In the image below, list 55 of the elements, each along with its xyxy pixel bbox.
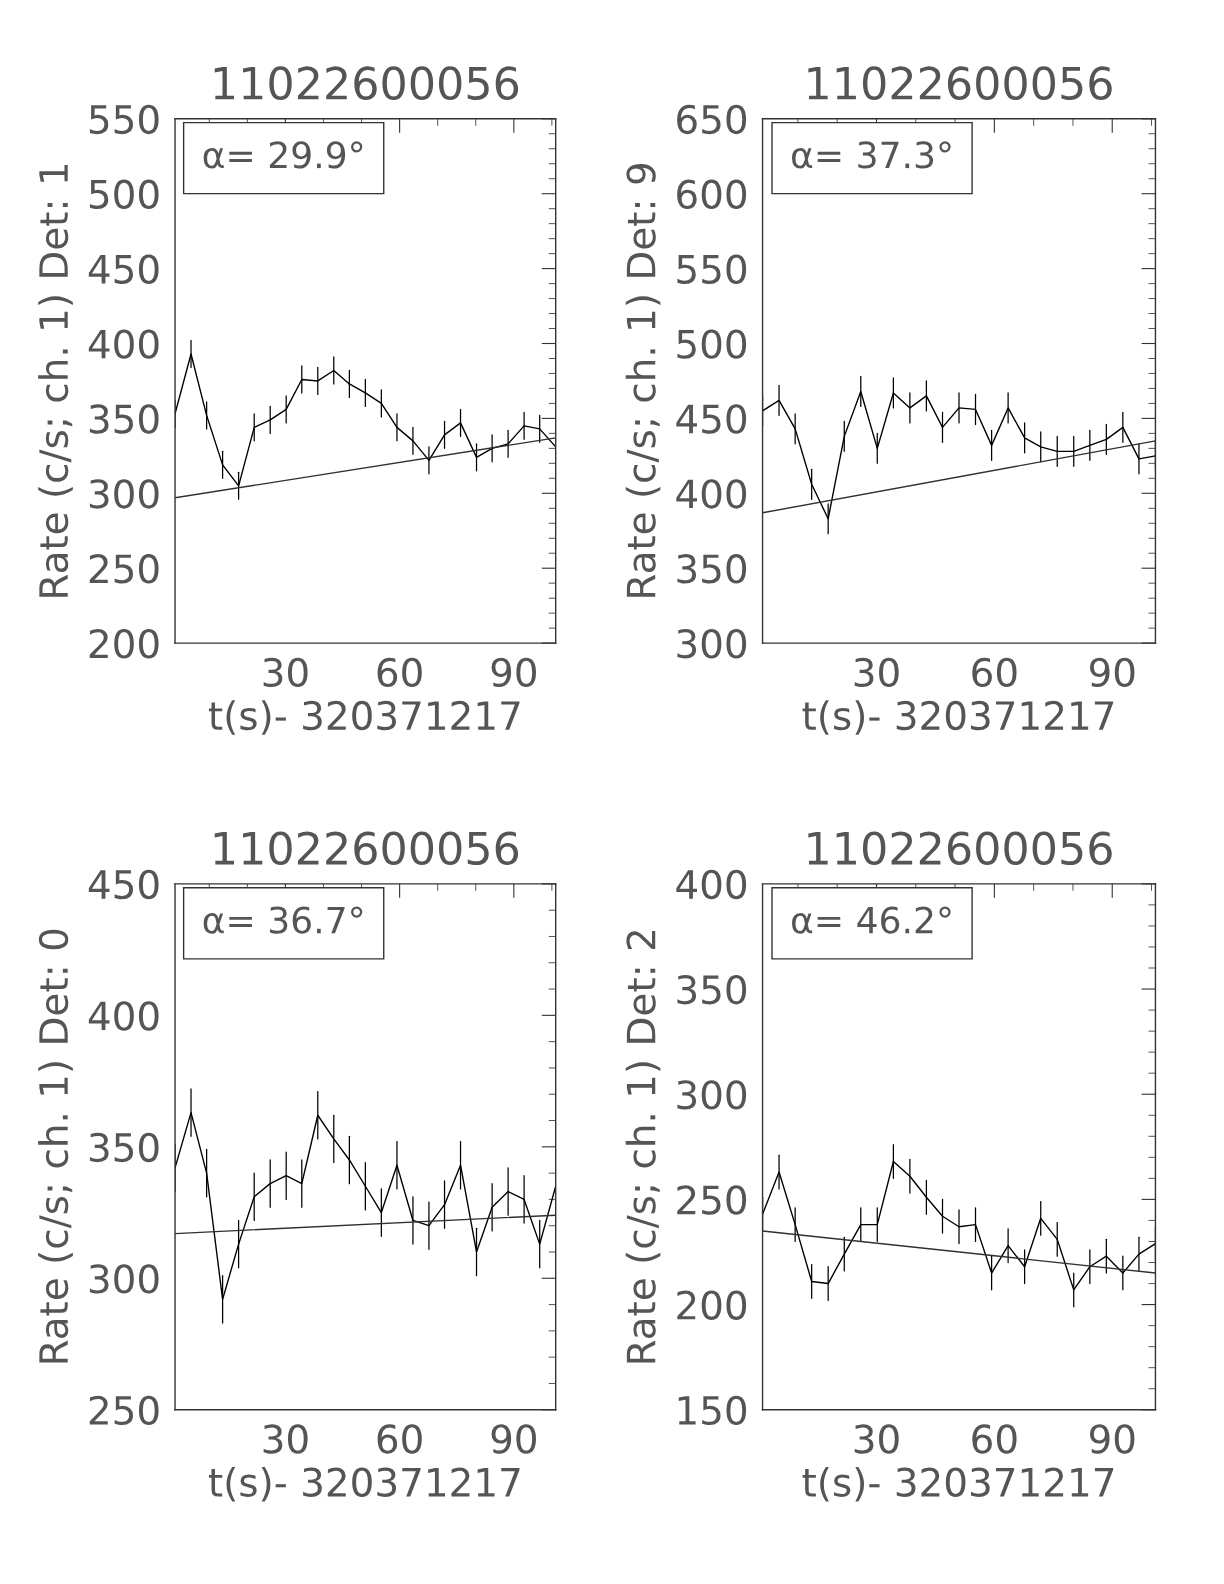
y-tick-label: 350 — [677, 974, 747, 1005]
y-tick-label: 300 — [677, 629, 747, 659]
x-tick-label: 30 — [854, 1424, 899, 1454]
y-tick-label: 250 — [89, 1395, 159, 1426]
y-tick-label: 400 — [88, 1001, 159, 1031]
y-axis-title: Rate (c/s; ch. 1) Det: 0 — [38, 929, 73, 1363]
y-tick-label: 300 — [89, 1264, 159, 1294]
y-tick-label: 450 — [676, 404, 747, 434]
x-tick-label: 60 — [377, 1424, 422, 1454]
y-axis-title: Rate (c/s; ch. 1) Det: 1 — [38, 164, 73, 597]
y-axis-title: Rate (c/s; ch. 1) Det: 2 — [625, 931, 661, 1363]
y-tick-label: 350 — [89, 1132, 159, 1163]
y-tick-label: 350 — [89, 404, 159, 434]
chart-title: 11022600056 — [808, 66, 1112, 100]
x-tick-label: 30 — [263, 657, 308, 688]
y-tick-label: 450 — [88, 254, 159, 284]
annotation: α= 36.7° — [203, 906, 363, 934]
y-tick-label: 550 — [677, 254, 747, 284]
annotation: α= 37.3° — [792, 141, 951, 169]
chart-title: 11022600056 — [214, 66, 519, 100]
y-tick-label: 400 — [88, 329, 159, 359]
y-tick-label: 400 — [676, 869, 747, 900]
y-tick-label: 500 — [677, 329, 747, 359]
x-tick-label: 30 — [854, 657, 899, 688]
y-tick-label: 150 — [678, 1395, 747, 1426]
x-axis-title: t(s)- 320371217 — [208, 700, 520, 735]
annotation: α= 46.2° — [792, 906, 951, 934]
x-tick-label: 90 — [1089, 1424, 1135, 1454]
y-tick-label: 650 — [677, 104, 747, 135]
x-tick-label: 60 — [972, 657, 1017, 688]
x-tick-label: 60 — [972, 1424, 1017, 1454]
y-tick-label: 350 — [677, 554, 747, 584]
x-axis-title: t(s)- 320371217 — [208, 1466, 520, 1502]
y-tick-label: 600 — [677, 179, 747, 210]
y-tick-label: 250 — [677, 1185, 747, 1215]
x-axis-title: t(s)- 320371217 — [802, 1466, 1114, 1502]
y-tick-label: 550 — [89, 104, 159, 135]
y-tick-label: 200 — [677, 1290, 747, 1320]
x-axis-title: t(s)- 320371217 — [802, 700, 1114, 735]
x-tick-label: 90 — [1089, 657, 1135, 688]
y-axis-title: Rate (c/s; ch. 1) Det: 9 — [625, 164, 661, 597]
x-tick-label: 30 — [263, 1424, 308, 1454]
y-tick-label: 400 — [676, 479, 747, 509]
x-tick-label: 90 — [491, 657, 536, 688]
y-tick-label: 250 — [89, 554, 159, 584]
x-tick-label: 60 — [377, 657, 422, 688]
x-tick-label: 90 — [491, 1424, 536, 1454]
annotation: α= 29.9° — [203, 141, 363, 169]
y-tick-label: 300 — [677, 1080, 747, 1110]
y-tick-label: 500 — [89, 179, 159, 210]
chart-title: 11022600056 — [808, 831, 1112, 866]
y-tick-label: 200 — [89, 629, 159, 659]
y-tick-label: 450 — [88, 869, 159, 900]
chart-title: 11022600056 — [214, 831, 519, 866]
y-tick-label: 300 — [89, 479, 159, 509]
